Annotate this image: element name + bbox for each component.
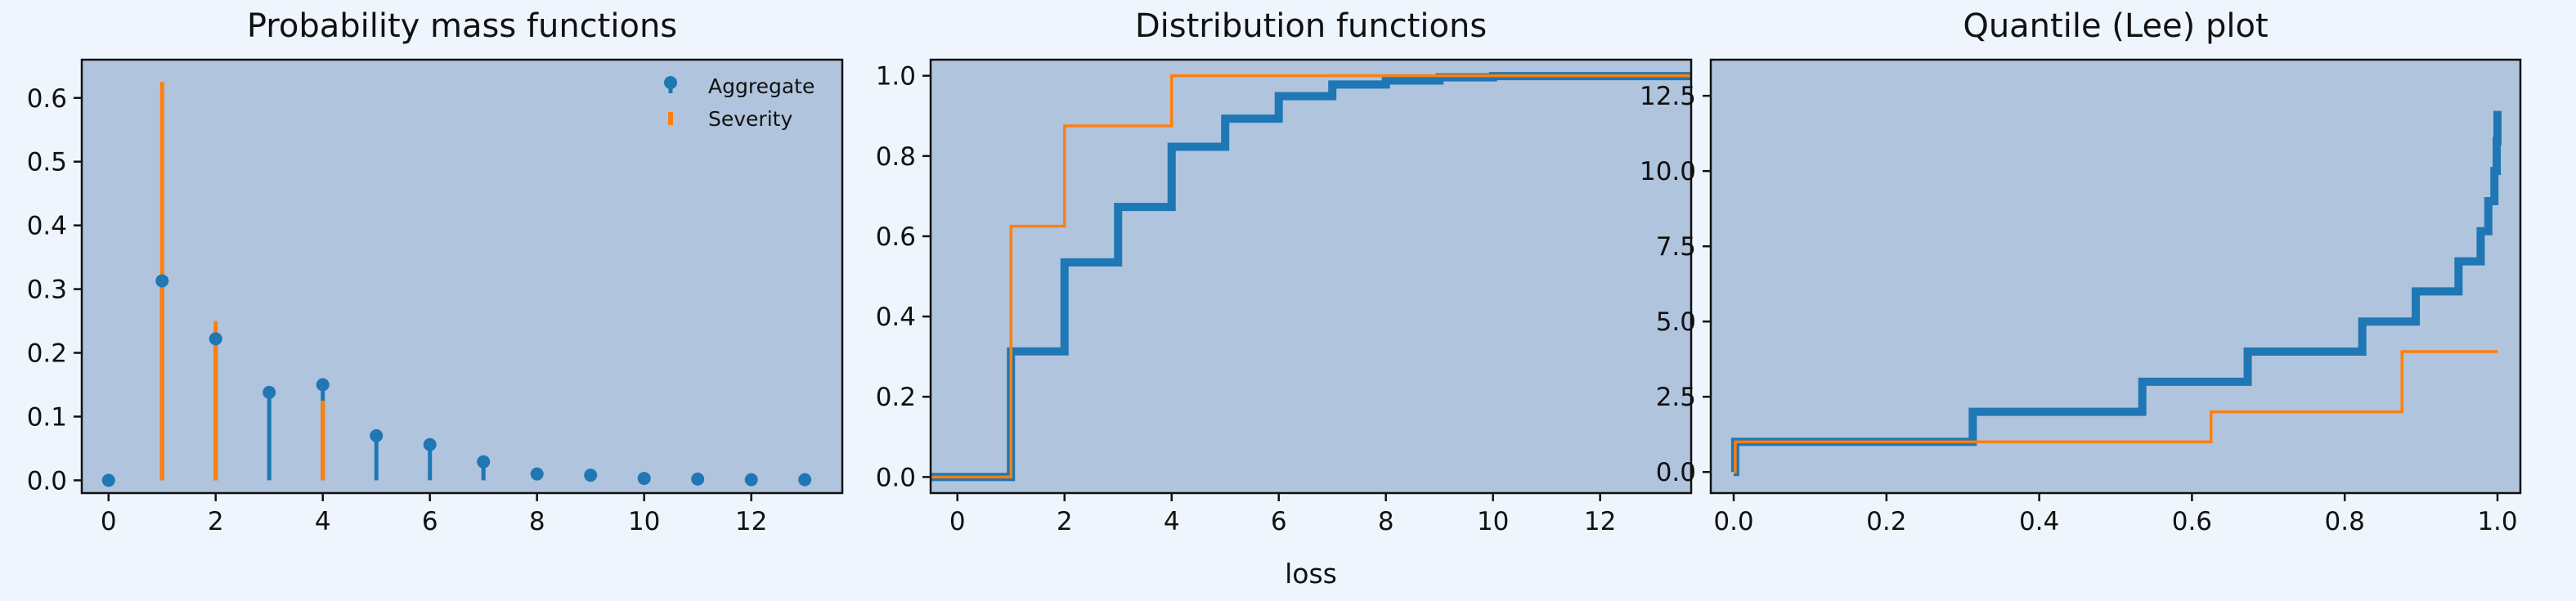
pmf-y-tick-label: 0.6: [27, 84, 67, 114]
pmf-x-tick-label: 4: [315, 507, 331, 536]
cdf-y-tick-label: 0.2: [876, 383, 916, 412]
quantile-y-tick-label: 12.5: [1640, 82, 1696, 111]
aggregate-point: [691, 472, 705, 486]
pmf-x-tick-label: 8: [529, 507, 545, 536]
pmf-y-tick-label: 0.5: [27, 148, 67, 177]
cdf-x-tick-label: 4: [1164, 507, 1180, 536]
cdf-y-tick-label: 0.8: [876, 142, 916, 172]
aggregate-point: [477, 455, 491, 469]
pmf-x-tick-label: 10: [628, 507, 660, 536]
cdf-x-tick-label: 2: [1057, 507, 1073, 536]
quantile-panel: 0.0 0.2 0.4 0.6 0.8 1.0 0.0 2.5 5.0 7.5 10.0 12.5 Q…: [1640, 7, 2522, 536]
pmf-legend: Aggregate Severity: [664, 74, 815, 131]
cdf-title: Distribution functions: [1135, 7, 1487, 45]
pmf-y-tick-label: 0.1: [27, 402, 67, 432]
cdf-panel: 0 2 4 6 8 10 12 0.0 0.2 0.4 0.6 0.8 1.0 Distribution…: [876, 7, 1693, 590]
quantile-plot-background: [1711, 60, 2520, 493]
pmf-x-tick-label: 2: [208, 507, 224, 536]
quantile-aggregate-line: [1730, 110, 2502, 477]
cdf-x-tick-label: 8: [1378, 507, 1394, 536]
aggregate-point: [370, 428, 384, 442]
cdf-y-tick-label: 0.4: [876, 303, 916, 332]
quantile-y-tick-label: 10.0: [1640, 157, 1696, 186]
aggregate-point: [155, 274, 169, 288]
quantile-y-tick-label: 0.0: [1656, 458, 1696, 487]
cdf-x-axis-label: loss: [1285, 558, 1337, 590]
legend-severity-label: Severity: [708, 107, 792, 131]
pmf-title: Probability mass functions: [247, 7, 677, 45]
aggregate-point: [209, 332, 222, 346]
quantile-x-tick-label: 0.6: [2172, 507, 2212, 536]
pmf-y-tick-label: 0.0: [27, 466, 67, 496]
cdf-y-tick-label: 1.0: [876, 62, 916, 92]
pmf-x-tick-label: 12: [735, 507, 767, 536]
aggregate-point: [744, 473, 758, 487]
pmf-y-tick-label: 0.4: [27, 212, 67, 241]
pmf-panel: 0 2 4 6 8 10 12 0.0 0.1 0.2 0.3 0.4 0.5 0.6 Probabili…: [27, 7, 844, 536]
pmf-y-tick-label: 0.3: [27, 276, 67, 305]
quantile-x-tick-label: 0.4: [2019, 507, 2059, 536]
aggregate-point: [530, 467, 544, 481]
cdf-plot-frame: [929, 58, 1693, 495]
quantile-y-tick-label: 5.0: [1656, 307, 1696, 337]
pmf-x-tick-label: 0: [101, 507, 117, 536]
quantile-title: Quantile (Lee) plot: [1963, 7, 2268, 45]
cdf-x-tick-label: 0: [949, 507, 966, 536]
pmf-x-tick-label: 6: [422, 507, 438, 536]
cdf-plot-background: [931, 60, 1691, 493]
quantile-severity-line: [1734, 350, 2497, 473]
cdf-severity-line: [931, 74, 1691, 479]
aggregate-point: [263, 385, 276, 399]
pmf-plot-background: [82, 60, 842, 493]
cdf-x-tick-label: 6: [1271, 507, 1287, 536]
aggregate-point: [423, 437, 437, 451]
aggregate-point: [798, 473, 812, 487]
aggregate-point: [101, 473, 115, 487]
pmf-y-tick-label: 0.2: [27, 339, 67, 369]
quantile-y-tick-label: 7.5: [1656, 232, 1696, 262]
legend-aggregate-marker-icon: [664, 76, 677, 93]
cdf-aggregate-line: [931, 72, 1691, 482]
quantile-x-tick-label: 0.8: [2325, 507, 2365, 536]
cdf-x-tick-label: 12: [1584, 507, 1616, 536]
legend-aggregate-label: Aggregate: [708, 74, 815, 98]
quantile-x-tick-label: 0.2: [1866, 507, 1906, 536]
aggregate-point: [584, 469, 598, 482]
quantile-plot-frame: [1709, 58, 2522, 495]
quantile-y-tick-label: 2.5: [1656, 383, 1696, 412]
aggregate-point: [316, 378, 330, 392]
aggregate-point: [637, 472, 651, 486]
pmf-plot-frame: [80, 58, 844, 495]
cdf-x-tick-label: 10: [1477, 507, 1509, 536]
quantile-x-tick-label: 0.0: [1713, 507, 1753, 536]
quantile-x-tick-label: 1.0: [2477, 507, 2517, 536]
cdf-y-tick-label: 0.0: [876, 463, 916, 492]
cdf-y-tick-label: 0.6: [876, 222, 916, 252]
